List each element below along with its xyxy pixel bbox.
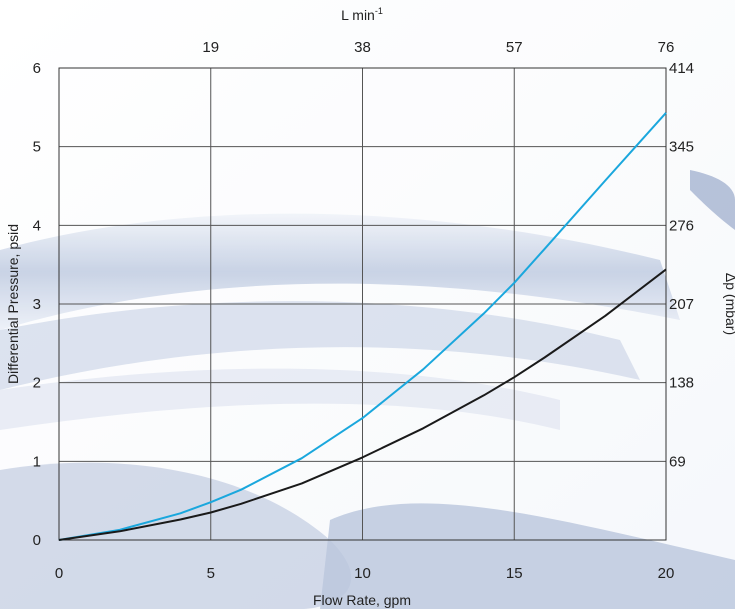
- x-tick-label: 10: [354, 565, 371, 582]
- right-axis-title: Δp (mbar): [723, 273, 735, 335]
- series-line-1: [58, 112, 667, 541]
- x-tick-label: 15: [506, 565, 523, 582]
- y-tick-label: 3: [33, 296, 41, 313]
- series-line-2: [58, 268, 667, 541]
- right-tick-label: 207: [669, 296, 694, 313]
- right-tick-label: 276: [669, 217, 694, 234]
- right-tick-label: 414: [669, 60, 694, 77]
- top-axis-title-text: L min: [341, 7, 375, 23]
- y-tick-label: 2: [33, 375, 41, 392]
- top-tick-label: 38: [354, 39, 371, 56]
- x-tick-label: 0: [55, 565, 63, 582]
- right-tick-label: 345: [669, 139, 694, 156]
- top-axis-title: L min-1: [341, 6, 383, 23]
- y-tick-label: 6: [33, 60, 41, 77]
- top-tick-label: 19: [202, 39, 219, 56]
- top-axis-title-superscript: -1: [375, 6, 383, 16]
- grid: [59, 68, 666, 540]
- top-tick-label: 76: [658, 39, 675, 56]
- y-tick-label: 4: [33, 217, 41, 234]
- x-tick-label: 5: [207, 565, 215, 582]
- y-tick-label: 0: [33, 532, 41, 549]
- top-tick-label: 57: [506, 39, 523, 56]
- x-tick-label: 20: [658, 565, 675, 582]
- plot-frame: [58, 67, 667, 541]
- right-tick-label: 69: [669, 453, 686, 470]
- y-axis-title: Differential Pressure, psid: [5, 224, 21, 384]
- series-lines: [58, 112, 667, 541]
- x-axis-title: Flow Rate, gpm: [313, 592, 411, 608]
- y-tick-label: 5: [33, 139, 41, 156]
- right-tick-label: 138: [669, 375, 694, 392]
- y-tick-label: 1: [33, 453, 41, 470]
